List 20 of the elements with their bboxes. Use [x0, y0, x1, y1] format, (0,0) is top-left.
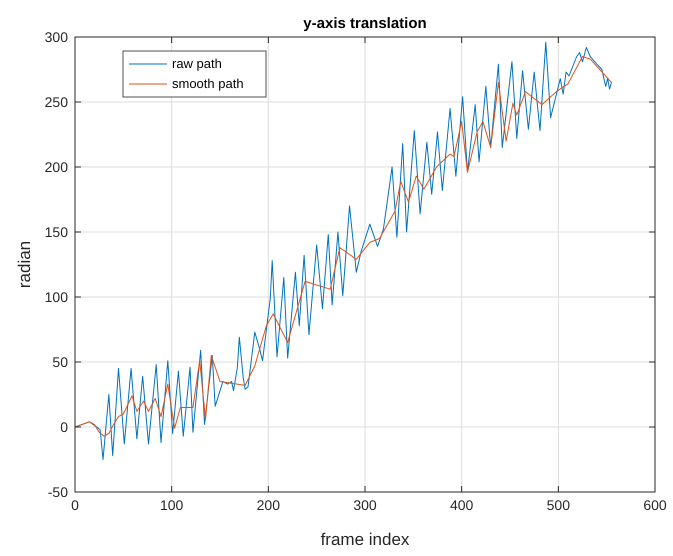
y-tick-label: 0 — [60, 419, 68, 435]
y-tick-label: 200 — [44, 159, 68, 175]
y-tick-label: -50 — [48, 484, 68, 500]
x-tick-label: 500 — [546, 497, 570, 513]
legend-label: smooth path — [172, 76, 244, 91]
x-tick-label: 600 — [643, 497, 667, 513]
x-tick-label: 100 — [160, 497, 184, 513]
x-tick-label: 0 — [71, 497, 80, 513]
y-tick-label: 100 — [44, 289, 68, 305]
y-tick-label: 50 — [52, 354, 68, 370]
x-tick-label: 300 — [353, 497, 377, 513]
chart-title: y-axis translation — [303, 15, 427, 32]
legend-label: raw path — [172, 56, 222, 71]
y-axis-title: radian — [15, 240, 34, 288]
y-tick-label: 300 — [44, 29, 68, 45]
x-tick-label: 400 — [450, 497, 474, 513]
x-axis-title: frame index — [320, 530, 410, 549]
y-tick-label: 150 — [44, 224, 68, 240]
x-tick-label: 200 — [256, 497, 280, 513]
y-tick-label: 250 — [44, 94, 68, 110]
